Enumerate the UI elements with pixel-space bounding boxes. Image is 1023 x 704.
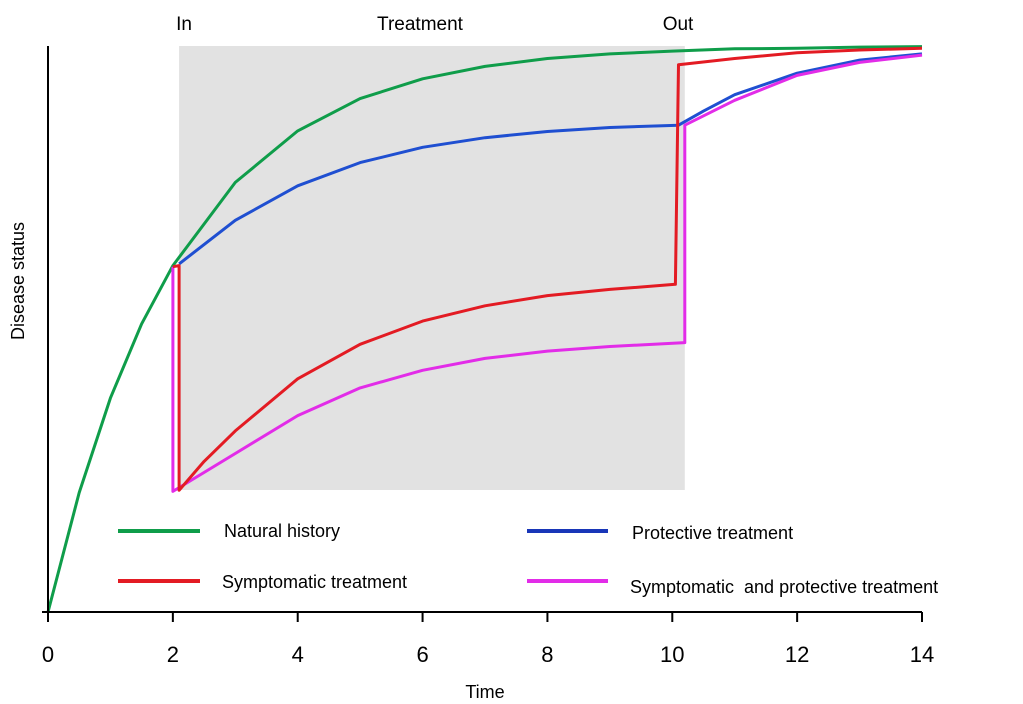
x-tick-label-14: 14 (910, 642, 934, 667)
axes (42, 46, 922, 613)
x-tick-label-6: 6 (416, 642, 428, 667)
series-line-symptomatic-and-protective-treatment (171, 53, 923, 493)
x-axis-ticks: 0 2 4 6 8 10 12 14 (42, 612, 934, 667)
legend-label-symptomatic-and-protective-treatment: Symptomatic and protective treatment (630, 577, 938, 597)
x-axis-title: Time (465, 682, 504, 702)
x-tick-label-0: 0 (42, 642, 54, 667)
series-line-protective-treatment (178, 52, 923, 266)
x-tick-label-10: 10 (660, 642, 684, 667)
treatment-period-region (179, 46, 685, 490)
series-line-natural-history (46, 45, 923, 613)
x-tick-label-4: 4 (292, 642, 304, 667)
x-tick-label-8: 8 (541, 642, 553, 667)
series-line-symptomatic-treatment (172, 46, 923, 492)
treatment-in-label: In (176, 14, 192, 35)
treatment-out-label: Out (663, 14, 694, 35)
series-layer (46, 45, 923, 613)
y-axis-title: Disease status (8, 222, 28, 340)
x-tick-label-12: 12 (785, 642, 809, 667)
treatment-region-label: Treatment (377, 14, 464, 35)
legend-label-symptomatic-treatment: Symptomatic treatment (222, 572, 407, 592)
legend-label-protective-treatment: Protective treatment (632, 523, 793, 543)
legend-label-natural-history: Natural history (224, 521, 340, 541)
legend: Natural history Protective treatment Sympt… (118, 521, 938, 597)
x-tick-label-2: 2 (167, 642, 179, 667)
